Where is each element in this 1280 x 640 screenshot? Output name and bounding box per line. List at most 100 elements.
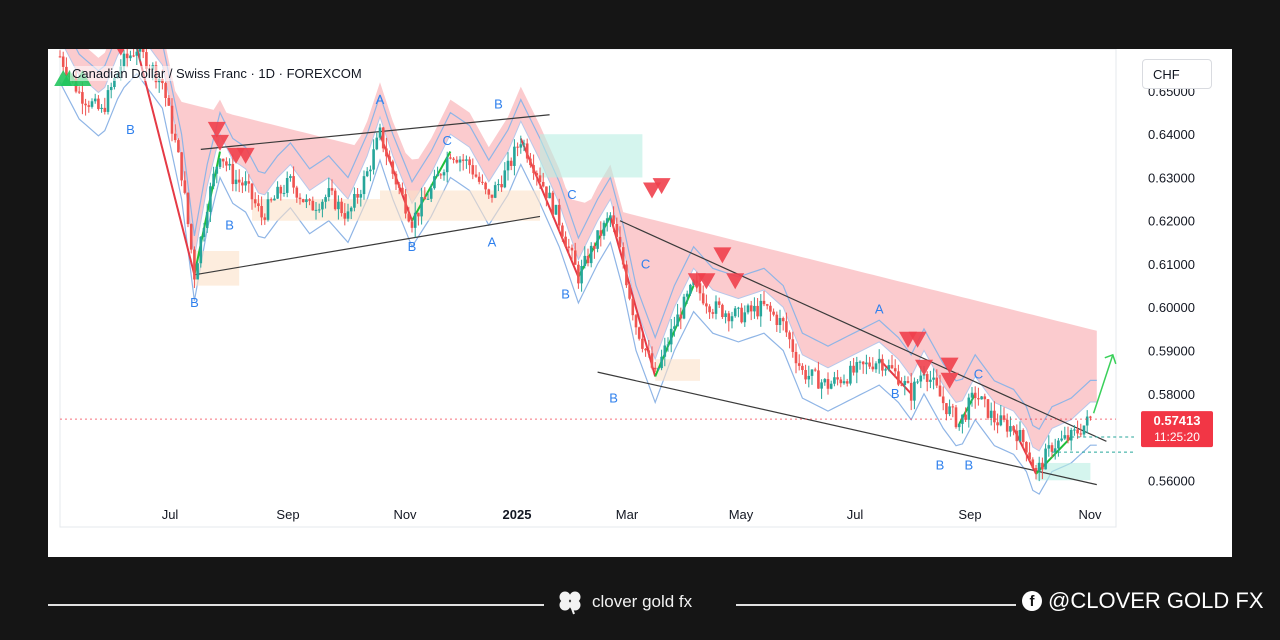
candle-body	[231, 163, 235, 185]
candle-body	[685, 293, 689, 297]
candle-body	[461, 159, 465, 161]
candle-body	[650, 353, 654, 368]
candle-body	[698, 283, 702, 294]
candle-body	[945, 403, 948, 415]
candle-body	[890, 365, 894, 369]
candle-body	[183, 180, 187, 193]
candle-body	[561, 225, 564, 237]
candle-body	[525, 143, 529, 159]
candle-body	[874, 363, 878, 370]
candle-body	[679, 314, 683, 319]
candle-body	[1034, 467, 1038, 471]
wave-label: A	[488, 235, 497, 250]
candlestick-chart[interactable]: 0.650000.640000.630000.620000.610000.600…	[48, 49, 1232, 557]
candle-body	[564, 236, 567, 247]
candle-body	[932, 377, 935, 380]
candle-body	[205, 211, 209, 229]
candle-body	[509, 160, 513, 166]
candle-body	[628, 285, 631, 299]
sell-signal-icon	[236, 147, 255, 164]
candle-body	[436, 174, 439, 177]
footer-social[interactable]: f @CLOVER GOLD FX	[1022, 588, 1264, 614]
candle-body	[573, 250, 577, 265]
candle-body	[266, 199, 270, 220]
candle-body	[292, 176, 295, 188]
candle-body	[775, 314, 779, 326]
candle-body	[225, 161, 228, 166]
candle-body	[938, 385, 942, 397]
candle-body	[980, 396, 983, 400]
candle-body	[385, 148, 388, 157]
candle-body	[468, 159, 471, 166]
candle-body	[241, 182, 244, 186]
candle-body	[330, 188, 334, 191]
candle-body	[727, 313, 731, 322]
candle-body	[721, 304, 724, 318]
wave-label: C	[443, 133, 452, 148]
candle-body	[145, 52, 148, 69]
wave-label: A	[875, 302, 884, 317]
candle-body	[823, 379, 827, 383]
candle-body	[135, 51, 139, 56]
trend-line	[597, 371, 1097, 486]
candle-body	[961, 414, 964, 424]
candle-body	[141, 49, 145, 53]
wave-label: A	[376, 92, 385, 107]
candle-body	[820, 382, 823, 389]
candle-body	[724, 313, 727, 318]
candle-body	[612, 215, 615, 224]
candle-body	[554, 204, 558, 215]
candle-body	[333, 190, 337, 210]
candle-body	[337, 201, 340, 210]
candle-body	[61, 56, 65, 67]
candle-body	[817, 370, 820, 389]
candle-body	[1018, 429, 1022, 442]
candle-body	[493, 185, 497, 198]
candle-body	[423, 197, 427, 200]
candle-body	[308, 199, 311, 201]
candle-body	[282, 192, 286, 194]
candle-body	[173, 133, 177, 141]
last-price-tag	[1141, 411, 1213, 448]
candle-body	[634, 315, 638, 328]
candle-body	[1009, 426, 1012, 432]
candle-body	[551, 192, 555, 215]
candle-body	[122, 53, 126, 67]
candle-body	[797, 363, 801, 366]
candle-body	[897, 371, 900, 385]
candle-body	[887, 365, 891, 370]
candle-body	[663, 345, 667, 357]
candle-body	[1028, 452, 1031, 460]
candle-body	[513, 146, 516, 166]
candle-body	[113, 78, 116, 88]
candle-body	[260, 206, 263, 218]
candle-body	[986, 399, 990, 418]
candle-body	[269, 199, 273, 201]
trend-line	[619, 220, 1107, 442]
x-tick-label: 2025	[503, 507, 532, 522]
currency-selector[interactable]: CHF	[1142, 59, 1212, 89]
candle-body	[929, 379, 932, 382]
sell-signal-icon	[211, 134, 229, 151]
candle-body	[813, 369, 817, 371]
candle-body	[445, 157, 449, 173]
candle-body	[426, 198, 430, 200]
candle-body	[593, 245, 596, 249]
candle-body	[871, 366, 875, 370]
candle-body	[570, 247, 574, 251]
candle-body	[81, 92, 84, 104]
candle-body	[711, 312, 715, 314]
candle-body	[97, 98, 100, 109]
y-tick-label: 0.62000	[1148, 214, 1195, 229]
candle-body	[161, 79, 164, 84]
candle-body	[407, 213, 411, 222]
candle-body	[58, 56, 62, 58]
candle-body	[317, 209, 321, 211]
candle-body	[829, 383, 833, 389]
brand-name: clover gold fx	[592, 592, 693, 611]
candle-body	[477, 176, 481, 182]
candle-body	[346, 211, 350, 219]
candle-body	[762, 300, 766, 305]
candle-body	[833, 377, 836, 384]
candle-body	[865, 362, 868, 365]
